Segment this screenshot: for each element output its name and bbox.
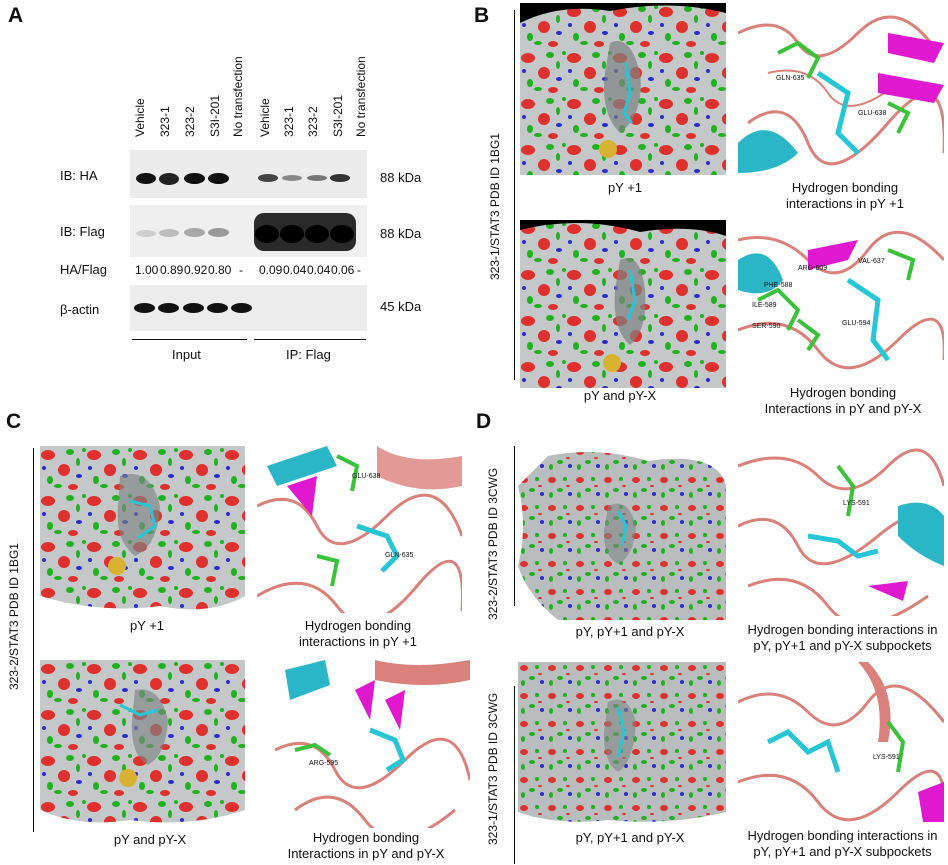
ratio-value: 0.06 xyxy=(331,263,355,277)
panel-d-caption: pY, pY+1 and pY-X xyxy=(575,830,685,845)
surface-image xyxy=(518,446,726,620)
lane-label: 323-1 xyxy=(282,106,296,137)
ratio-value: 0.09 xyxy=(259,263,283,277)
residue-label: ARG-609 xyxy=(798,265,828,272)
interaction-image: ARG-595 xyxy=(275,660,470,828)
panel-b-caption: pY +1 xyxy=(607,180,643,195)
ratio-value: - xyxy=(239,263,243,277)
ratio-value: 0.80 xyxy=(208,263,232,277)
lane-label: Vehicle xyxy=(133,98,147,137)
flag-blot xyxy=(130,205,367,257)
blot-row-label: β-actin xyxy=(60,302,100,317)
lane-label: S3I-201 xyxy=(208,94,222,137)
panel-b-caption: pY and pY-X xyxy=(583,388,657,403)
residue-label: GLU-638 xyxy=(858,110,887,117)
lane-label: 323-1 xyxy=(158,106,172,137)
panel-c-letter: C xyxy=(6,410,22,433)
panel-d-letter: D xyxy=(476,410,492,433)
surface-image xyxy=(518,662,726,826)
ratio-value: 0.92 xyxy=(184,263,208,277)
ratio-value: 0.89 xyxy=(160,263,184,277)
ha-blot xyxy=(130,150,367,198)
blot-row-label: IB: HA xyxy=(60,168,98,183)
ratio-row-label: HA/Flag xyxy=(60,262,107,277)
ratio-value: 0.04 xyxy=(283,263,307,277)
lane-label: S3I-201 xyxy=(331,94,345,137)
surface-image xyxy=(520,220,726,388)
ratio-value: - xyxy=(357,263,361,277)
interaction-image: GLU-638 GLN-635 xyxy=(257,446,462,613)
interaction-image: LYS-591 xyxy=(738,662,944,827)
residue-label: PHE-588 xyxy=(764,282,793,289)
kda-label: 45 kDa xyxy=(380,299,422,314)
panel-a-letter: A xyxy=(8,4,24,27)
interaction-image: GLN-635 GLU-638 xyxy=(738,3,944,175)
panel-c-caption: Hydrogen bonding Interactions in pY and … xyxy=(287,830,445,861)
blot-row-label: IB: Flag xyxy=(60,224,105,239)
residue-label: ILE-589 xyxy=(752,302,777,309)
panel-b-side-label: 323-1/STAT3 PDB ID 1BG1 xyxy=(488,133,502,280)
lane-label: 323-2 xyxy=(306,106,320,137)
panel-c-side-line xyxy=(33,448,34,832)
ip-group-line xyxy=(254,339,366,340)
residue-label: SER-590 xyxy=(752,323,781,330)
residue-label: GLU-594 xyxy=(842,320,871,327)
panel-d-caption: pY, pY+1 and pY-X xyxy=(575,624,685,639)
panel-b-caption: Hydrogen bonding Interactions in pY and … xyxy=(764,385,922,416)
panel-c-side-label: 323-2/STAT3 PDB ID 1BG1 xyxy=(7,543,21,690)
ratio-value: 0.04 xyxy=(307,263,331,277)
panel-c-caption: Hydrogen bonding interactions in pY +1 xyxy=(299,618,417,649)
residue-label: GLN-635 xyxy=(776,75,805,82)
panel-c-caption: pY +1 xyxy=(129,618,165,633)
actin-blot xyxy=(130,285,367,331)
input-group-line xyxy=(132,339,247,340)
residue-label: GLU-638 xyxy=(352,473,381,480)
surface-image xyxy=(520,3,726,175)
residue-label: LYS-591 xyxy=(873,754,900,761)
residue-label: LYS-591 xyxy=(843,500,870,507)
panel-d-side-line-bottom xyxy=(514,686,515,864)
lane-label: No transfection xyxy=(231,56,245,137)
ip-group-label: IP: Flag xyxy=(286,347,331,362)
interaction-image: VAL-637 ARG-609 PHE-588 ILE-589 SER-590 … xyxy=(738,220,944,378)
surface-image xyxy=(40,446,245,613)
lane-label: 323-2 xyxy=(183,106,197,137)
panel-d-caption: Hydrogen bonding interactions in pY, pY+… xyxy=(747,622,938,653)
lane-label: No transfection xyxy=(354,56,368,137)
panel-d-side-line-top xyxy=(514,446,515,606)
lane-label: Vehicle xyxy=(258,98,272,137)
panel-d-side-label-top: 323-2/STAT3 PDB ID 3CWG xyxy=(486,467,500,620)
surface-image xyxy=(40,660,245,828)
panel-b-caption: Hydrogen bonding interactions in pY +1 xyxy=(786,180,904,211)
kda-label: 88 kDa xyxy=(380,170,422,185)
ratio-value: 1.00 xyxy=(135,263,159,277)
panel-c-caption: pY and pY-X xyxy=(113,832,187,847)
panel-d-caption: Hydrogen bonding interactions in pY, pY+… xyxy=(747,828,938,859)
residue-label: VAL-637 xyxy=(858,258,885,265)
interaction-image: LYS-591 xyxy=(738,446,944,616)
residue-label: ARG-595 xyxy=(309,760,339,767)
residue-label: GLN-635 xyxy=(385,552,414,559)
input-group-label: Input xyxy=(172,347,201,362)
panel-d-side-label-bottom: 323-1/STAT3 PDB ID 3CWG xyxy=(486,692,500,845)
kda-label: 88 kDa xyxy=(380,226,422,241)
panel-b-side-line xyxy=(514,10,515,380)
panel-b-letter: B xyxy=(474,4,490,27)
